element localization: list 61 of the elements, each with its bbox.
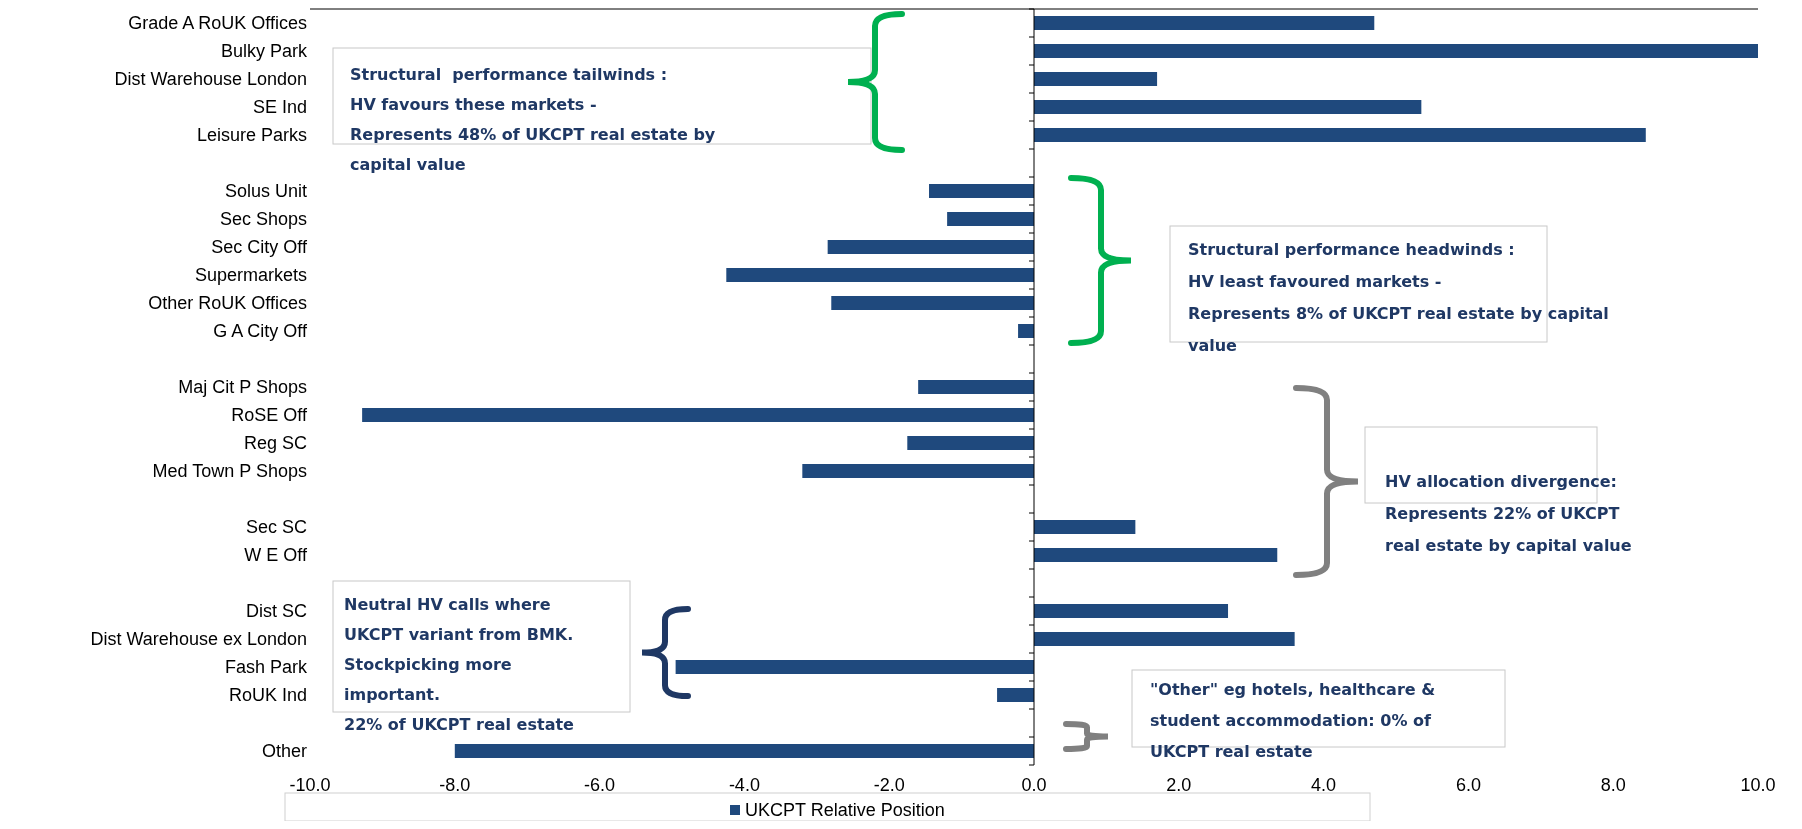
bar [997, 688, 1034, 702]
annotation: Neutral HV calls where UKCPT variant from BMK. Stockpicking more important. 22% of UKCPT real estate [344, 595, 575, 734]
bar [1018, 324, 1034, 338]
y-tick-label: W E Off [244, 545, 308, 566]
bar [1034, 128, 1646, 142]
legend-label: UKCPT Relative Position [745, 800, 945, 821]
bar [1034, 548, 1278, 562]
bar [947, 212, 1034, 226]
bar [1034, 604, 1229, 618]
bar [675, 660, 1034, 674]
annotation: Structural performance headwinds : HV least favoured markets - Represents 8% of UKCPT real estate by capital value [1188, 240, 1609, 355]
y-tick-label: Med Town P Shops [152, 461, 307, 482]
y-tick-label: Other RoUK Offices [148, 293, 307, 314]
y-tick-label: SE Ind [252, 97, 307, 118]
x-tick-label: -6.0 [584, 775, 616, 795]
y-tick-label: Fash Park [224, 657, 308, 678]
y-tick-label: Sec SC [245, 517, 307, 538]
bar [1034, 520, 1136, 534]
bar [726, 268, 1034, 282]
y-tick-label: Solus Unit [224, 181, 307, 202]
bar [918, 380, 1034, 394]
y-tick-label: G A City Off [213, 321, 308, 342]
y-tick-label: Grade A RoUK Offices [128, 13, 307, 34]
bar [1034, 16, 1375, 30]
bar [929, 184, 1034, 198]
x-tick-label: -2.0 [873, 775, 905, 795]
bar [362, 408, 1034, 422]
y-tick-label: Dist Warehouse ex London [90, 629, 307, 650]
bar [907, 436, 1034, 450]
annotation: HV allocation divergence: Represents 22% of UKCPT real estate by capital value [1385, 472, 1632, 555]
y-tick-label: Maj Cit P Shops [178, 377, 307, 398]
x-tick-label: 10.0 [1740, 775, 1776, 795]
bar [802, 464, 1034, 478]
x-tick-label: 8.0 [1600, 775, 1626, 795]
x-tick-label: -8.0 [439, 775, 471, 795]
x-tick-label: -10.0 [289, 775, 331, 795]
x-tick-label: 2.0 [1166, 775, 1192, 795]
annotation: Structural performance tailwinds : HV favours these markets - Represents 48% of UKCPT real estate by capital value [350, 65, 716, 174]
y-tick-label: RoUK Ind [228, 685, 307, 706]
bar [1034, 632, 1295, 646]
y-tick-label: Dist Warehouse London [114, 69, 307, 90]
y-tick-label: Other [261, 741, 307, 762]
y-tick-label: Supermarkets [194, 265, 307, 286]
y-tick-label: Reg SC [243, 433, 307, 454]
y-tick-label: Leisure Parks [196, 125, 307, 146]
x-tick-label: 6.0 [1455, 775, 1481, 795]
x-tick-label: 0.0 [1021, 775, 1047, 795]
bar [454, 744, 1034, 758]
bar [1034, 100, 1422, 114]
y-tick-label: Bulky Park [220, 41, 308, 62]
y-tick-label: Dist SC [245, 601, 307, 622]
x-tick-label: 4.0 [1311, 775, 1337, 795]
annotation: "Other" eg hotels, healthcare & student accommodation: 0% of UKCPT real estate [1150, 680, 1436, 761]
y-tick-label: Sec Shops [219, 209, 307, 230]
bar [1034, 72, 1158, 86]
y-tick-label: RoSE Off [231, 405, 308, 426]
bar [827, 240, 1034, 254]
bar [1034, 44, 1758, 58]
x-tick-label: -4.0 [728, 775, 760, 795]
y-tick-label: Sec City Off [211, 237, 308, 258]
bar [831, 296, 1034, 310]
